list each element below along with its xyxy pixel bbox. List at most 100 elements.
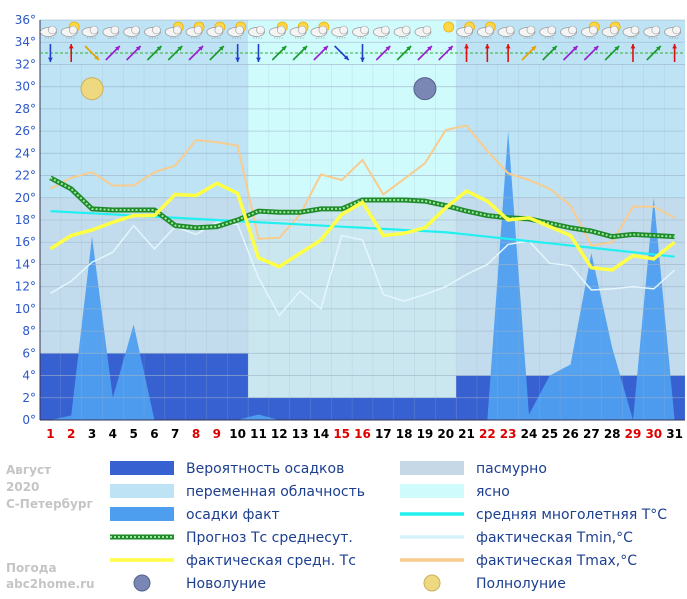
cloud-puff <box>630 25 640 35</box>
y-tick-label-16: 16° <box>15 235 36 249</box>
x-tick-label-18: 18 <box>396 427 413 441</box>
cloud-puff <box>235 25 244 35</box>
tmax-line <box>49 124 676 247</box>
x-tick-label-11: 11 <box>250 427 267 441</box>
tavg-line <box>49 181 676 272</box>
y-tick-label-14: 14° <box>15 257 36 271</box>
x-tick-label-24: 24 <box>521 427 538 441</box>
wind-arrow-icon <box>256 44 261 62</box>
x-axis: 1 2 3 4 5 6 7 8 9 10 11 12 13 14 15 16 17 18 19 20 21 22 23 24 2… <box>46 427 683 441</box>
y-tick-label-22: 22° <box>15 169 36 183</box>
wind-arrow-icon <box>48 44 53 62</box>
wind-arrow-head <box>94 55 100 60</box>
wind-arrow-head <box>427 46 432 51</box>
cloud-sun-icon <box>185 21 205 39</box>
cloud-icon <box>664 25 681 39</box>
legend-label: ясно <box>476 484 510 500</box>
wind-arrow-icon <box>167 45 183 61</box>
wind-arrow-head <box>219 46 224 51</box>
wind-arrow-head <box>385 46 391 51</box>
sun-disc <box>443 21 455 33</box>
wind-arrow-head <box>551 46 557 51</box>
legend-swatch <box>400 461 464 475</box>
wind-arrow-head <box>323 46 328 51</box>
cloud-puff <box>526 25 536 35</box>
wind-arrow-icon <box>334 45 350 61</box>
x-tick-label-4: 4 <box>109 427 117 441</box>
cloud-icon <box>144 25 161 39</box>
y-tick-label-6: 6° <box>22 346 36 360</box>
legend-swatch <box>400 484 464 498</box>
cloud-puff <box>48 25 57 35</box>
legend-label: фактическая Tmin,°C <box>476 530 633 546</box>
x-tick-label-20: 20 <box>437 427 454 441</box>
wind-arrow-icon <box>672 44 677 62</box>
sun-icon <box>443 21 455 33</box>
y-tick-label-32: 32° <box>15 57 36 71</box>
wind-arrow-icon <box>126 45 142 61</box>
wind-arrow-head <box>447 46 453 51</box>
cloud-puff <box>485 25 494 35</box>
cloud-puff <box>152 25 161 35</box>
legend-item-1: Вероятность осадков <box>110 461 344 477</box>
legend-label: Прогноз Тс среднесут. <box>186 530 353 546</box>
wind-arrow-head <box>484 44 490 49</box>
x-tick-label-27: 27 <box>583 427 600 441</box>
legend-label: фактическая средн. Тс <box>186 553 356 569</box>
cloud-sun-icon <box>456 21 475 39</box>
wind-arrow-icon <box>68 44 74 62</box>
side-year: 2020 <box>6 480 39 494</box>
wind-arrow-head <box>531 46 536 51</box>
y-tick-label-4: 4° <box>22 369 36 383</box>
weather-icons-row <box>40 21 681 39</box>
cloud-puff <box>568 25 577 35</box>
y-tick-label-10: 10° <box>15 302 36 316</box>
cloud-puff <box>609 25 619 35</box>
x-tick-label-15: 15 <box>333 427 350 441</box>
legend-item-7: Прогноз Тс среднесут. <box>110 530 353 546</box>
cloud-icon <box>622 25 640 39</box>
cloud-icon <box>497 25 515 39</box>
cloud-puff <box>110 25 120 35</box>
wind-arrow-icon <box>438 45 454 61</box>
legend-label: пасмурно <box>476 461 547 477</box>
cloud-puff <box>360 25 369 35</box>
precip-actual-area <box>40 131 685 420</box>
wind-arrow-icon <box>271 45 287 61</box>
cloud-puff <box>297 25 307 35</box>
x-tick-label-30: 30 <box>645 427 662 441</box>
cloud-sun-icon <box>289 21 309 39</box>
x-tick-label-28: 28 <box>604 427 621 441</box>
legend-item-2: пасмурно <box>400 461 547 477</box>
grid <box>39 19 686 421</box>
wind-arrow-head <box>135 46 141 51</box>
full-moon-icon <box>80 77 104 101</box>
x-tick-label-8: 8 <box>192 427 200 441</box>
wind-arrow-head <box>464 44 469 49</box>
legend-item-4: ясно <box>400 484 510 500</box>
cloud-puff <box>89 25 99 35</box>
y-tick-label-26: 26° <box>15 124 36 138</box>
cloud-icon <box>123 25 141 39</box>
x-tick-label-6: 6 <box>150 427 158 441</box>
cloud-puff <box>672 25 681 35</box>
cloud-icon <box>352 25 369 39</box>
y-tick-label-30: 30° <box>15 80 36 94</box>
cloud-puff <box>464 25 473 35</box>
cloud-icon <box>372 25 390 39</box>
cloud-puff <box>193 25 203 35</box>
cloud-icon <box>518 25 536 39</box>
temperature-lines <box>49 124 676 317</box>
forecast-line-inner <box>49 176 675 238</box>
tmin-line <box>50 221 676 317</box>
y-tick-label-12: 12° <box>15 280 36 294</box>
cloud-puff <box>214 25 224 35</box>
x-tick-label-2: 2 <box>67 427 75 441</box>
cloud-sun-icon <box>580 21 600 39</box>
side-city: С-Петербург <box>6 497 93 511</box>
y-tick-label-36: 36° <box>15 13 36 27</box>
cloud-icon <box>560 25 577 39</box>
wind-arrow-head <box>630 44 636 49</box>
cloud-sun-icon <box>476 21 496 39</box>
